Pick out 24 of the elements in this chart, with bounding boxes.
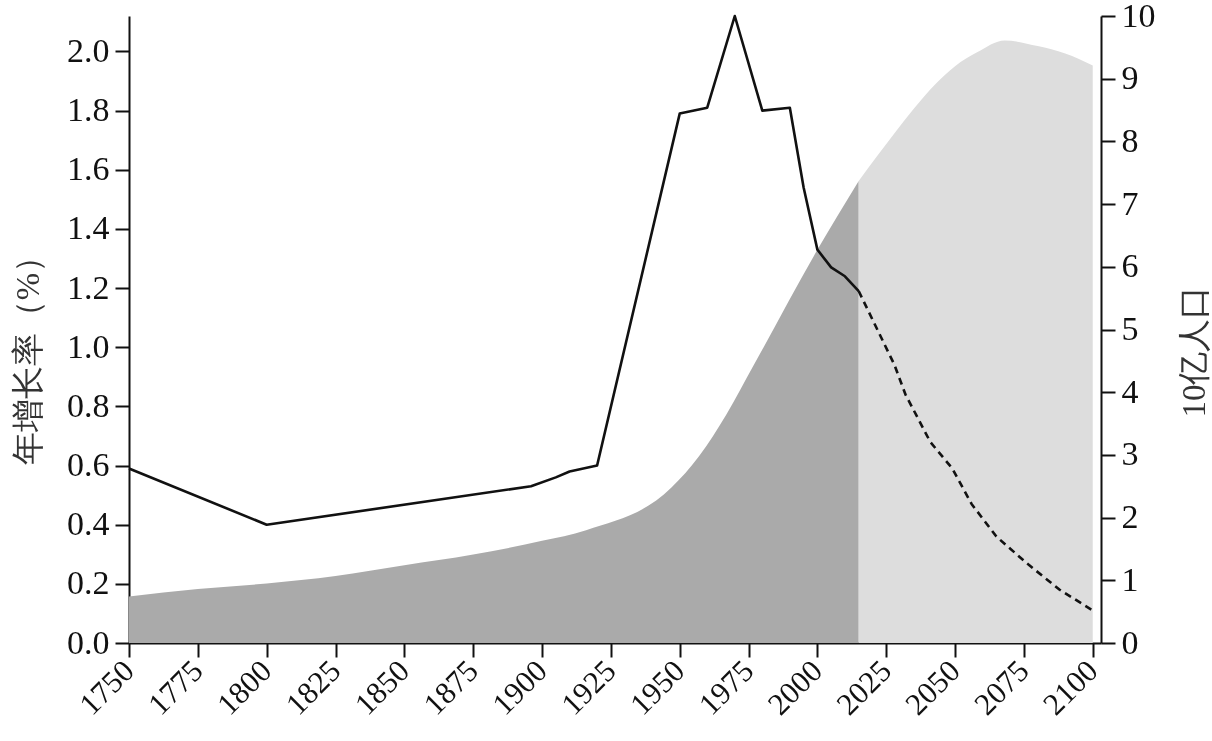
y-tick-label: 1.8 [67,91,110,129]
y2-tick-label: 8 [1121,121,1139,159]
y2-axis-title: 10亿人口 [1175,285,1212,418]
y2-tick-label: 9 [1121,59,1139,97]
y2-tick-label: 4 [1121,372,1139,410]
y2-tick-label: 1 [1121,560,1139,598]
y-tick-label: 0.6 [67,446,110,484]
y-tick-label: 2.0 [67,31,110,69]
y-tick-label: 0.0 [67,623,110,661]
y-tick-label: 1.6 [67,150,110,188]
y2-tick-label: 6 [1121,247,1139,285]
y2-tick-label: 3 [1121,435,1139,473]
y-tick-label: 1.4 [67,209,110,247]
y2-tick-label: 2 [1121,498,1139,536]
y2-tick-label: 0 [1121,623,1139,661]
y-tick-label: 1.0 [67,327,110,365]
y-tick-label: 1.2 [67,268,110,306]
y-tick-label: 0.8 [67,386,110,424]
y2-tick-label: 5 [1121,310,1139,347]
y-axis-title: 年增长率（%） [9,239,46,466]
y2-tick-label: 7 [1121,184,1139,222]
y2-tick-label: 10 [1121,0,1156,34]
y-tick-label: 0.4 [67,505,110,543]
y-tick-label: 0.2 [67,564,110,602]
